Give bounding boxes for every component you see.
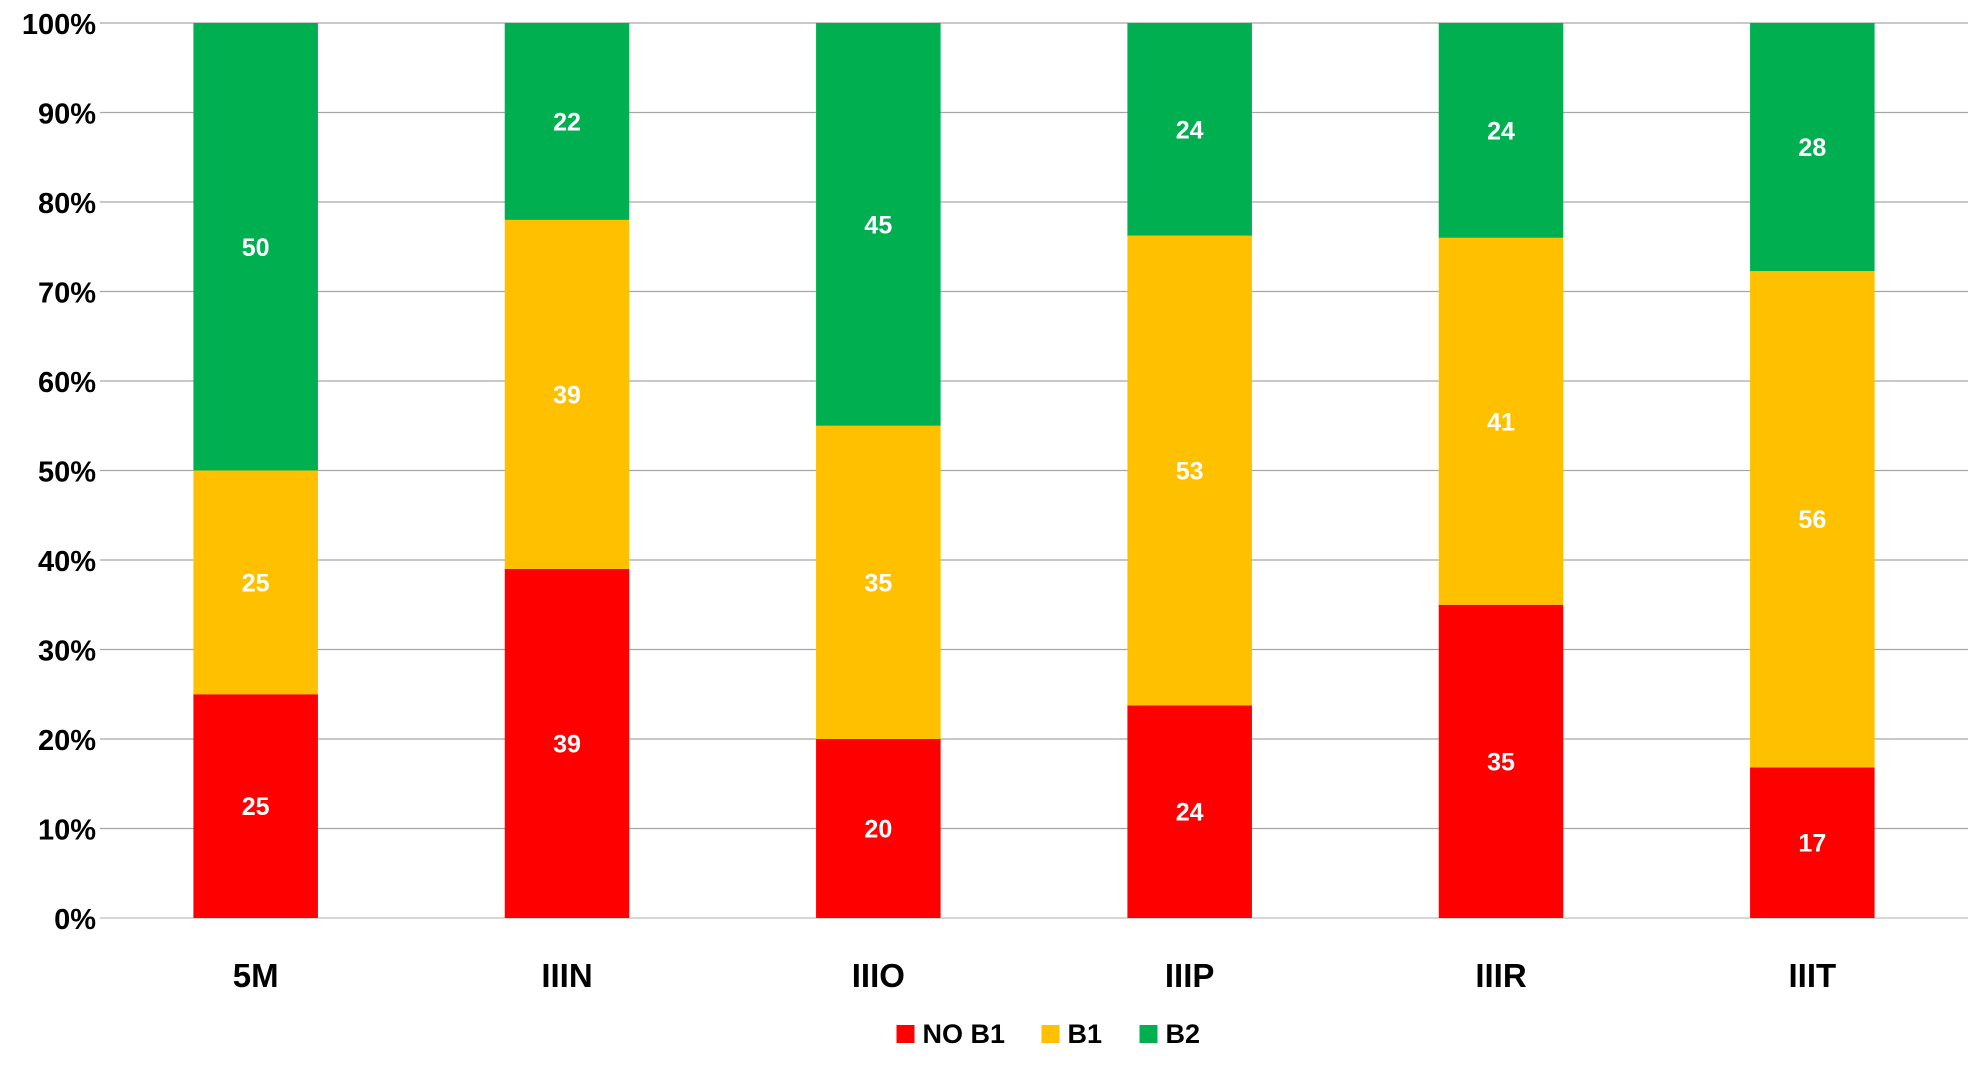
bar-segment-no-b1 (1127, 705, 1252, 918)
bar-segment-no-b1 (504, 568, 630, 918)
x-tick-label: IIIN (541, 957, 592, 994)
y-tick-label: 80% (38, 188, 96, 220)
data-label: 50 (242, 234, 270, 262)
bar-segment-b2 (816, 23, 941, 426)
y-tick-label: 70% (38, 278, 96, 310)
data-label: 56 (1798, 506, 1826, 534)
data-label: 35 (1487, 748, 1515, 776)
x-tick-label: 5M (233, 957, 279, 994)
legend-swatch (1041, 1025, 1060, 1043)
legend-label: B1 (1068, 1019, 1103, 1049)
gridlines (100, 22, 1968, 919)
bar-segment-no-b1 (193, 694, 318, 918)
legend-swatch (896, 1025, 915, 1043)
y-tick-label: 50% (38, 457, 96, 489)
bar-segment-b2 (193, 23, 318, 471)
bar-segment-b2 (1438, 23, 1564, 238)
y-tick-label: 0% (54, 904, 96, 936)
bar-segment-no-b1 (816, 739, 941, 918)
y-tick-label: 40% (38, 546, 96, 578)
y-tick-label: 90% (38, 99, 96, 131)
bar-segment-b1 (1750, 271, 1875, 768)
bar-segment-b1 (816, 425, 941, 739)
legend-label: NO B1 (923, 1019, 1006, 1049)
data-label: 24 (1487, 117, 1515, 145)
data-label: 17 (1798, 830, 1826, 858)
data-label: 24 (1176, 799, 1204, 827)
bar-segment-b1 (193, 470, 318, 695)
x-tick-label: IIIT (1788, 957, 1836, 994)
data-label: 35 (864, 569, 892, 597)
y-tick-label: 20% (38, 725, 96, 757)
bar-segment-b1 (504, 219, 630, 569)
data-label: 45 (864, 211, 892, 239)
bar-segment-no-b1 (1438, 604, 1564, 918)
y-tick-label: 100% (22, 9, 96, 41)
x-tick-label: IIIR (1475, 957, 1527, 994)
legend-swatch (1139, 1025, 1158, 1043)
data-label: 22 (553, 108, 581, 136)
data-label: 39 (553, 381, 581, 409)
y-tick-label: 30% (38, 636, 96, 668)
data-label: 41 (1487, 408, 1515, 436)
x-axis-ticks: 5M IIIN IIIO IIIP IIIR IIIT (233, 957, 1836, 994)
data-label: 24 (1176, 116, 1204, 144)
bar-segment-b2 (1750, 23, 1875, 272)
data-label: 53 (1176, 458, 1204, 486)
bar-segment-b1 (1127, 235, 1252, 706)
data-label: 25 (242, 569, 270, 597)
data-label: 20 (864, 816, 892, 844)
bars: 25 25 50 39 39 22 20 35 45 24 53 24 35 41 24 17 56 28 (193, 23, 1875, 918)
data-label: 39 (553, 730, 581, 758)
data-label: 28 (1798, 134, 1826, 162)
y-tick-label: 60% (38, 367, 96, 399)
legend: NO B1 B1 B2 (896, 1019, 1201, 1049)
data-label: 25 (242, 793, 270, 821)
bar-segment-b2 (504, 23, 630, 220)
x-tick-label: IIIP (1165, 957, 1215, 994)
y-axis-ticks: 0% 10% 20% 30% 40% 50% 60% 70% 80% 90% 100% (22, 9, 96, 936)
bar-segment-b1 (1438, 237, 1564, 605)
bar-segment-no-b1 (1750, 767, 1875, 918)
y-tick-label: 10% (38, 815, 96, 847)
x-tick-label: IIIO (852, 957, 905, 994)
bar-segment-b2 (1127, 23, 1252, 236)
legend-label: B2 (1166, 1019, 1201, 1049)
